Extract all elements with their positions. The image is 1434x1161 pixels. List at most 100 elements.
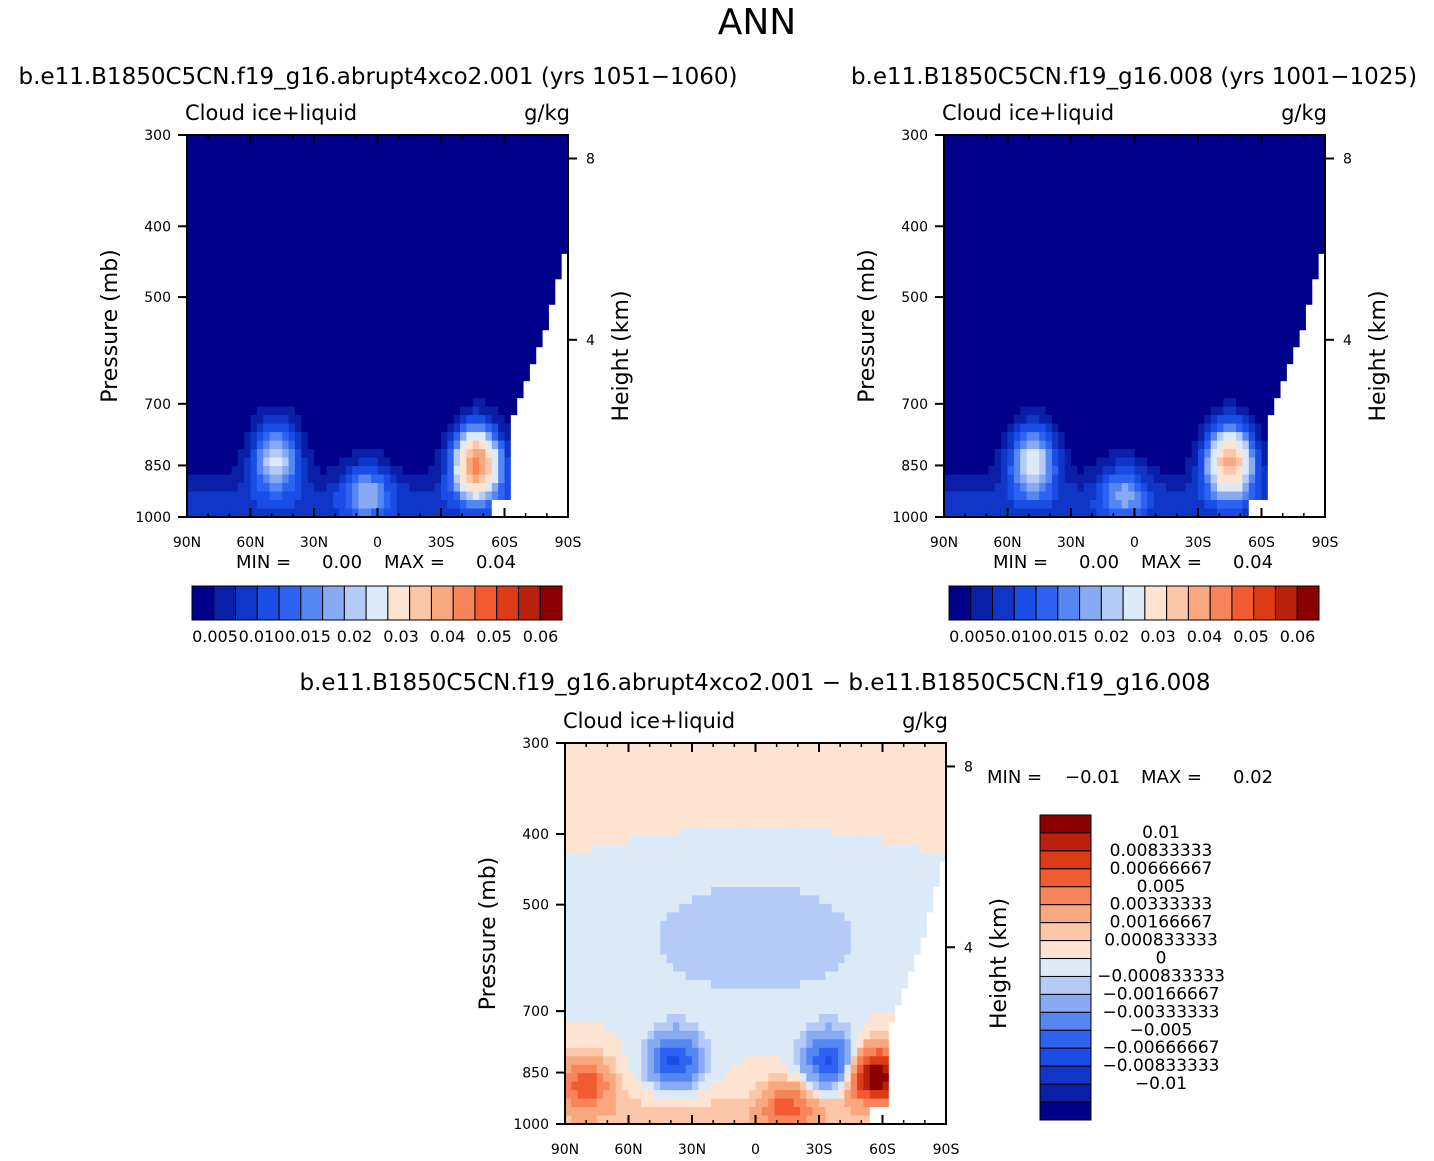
field-cell — [1229, 177, 1237, 187]
field-cell — [212, 313, 220, 323]
field-cell — [1242, 483, 1250, 493]
field-cell — [1191, 398, 1199, 408]
field-cell — [415, 415, 423, 425]
field-cell — [269, 135, 277, 145]
field-cell — [1096, 304, 1104, 314]
field-cell — [485, 415, 493, 425]
field-cell — [491, 330, 499, 340]
field-cell — [415, 372, 423, 382]
field-cell — [1217, 372, 1224, 382]
field-cell — [263, 219, 271, 229]
field-cell — [1178, 347, 1186, 357]
field-cell — [206, 219, 213, 229]
field-cell — [263, 508, 271, 518]
max-value: 0.04 — [476, 552, 516, 573]
field-cell — [333, 219, 340, 229]
field-cell — [1071, 313, 1078, 323]
field-cell — [1166, 160, 1174, 170]
field-cell — [542, 330, 550, 340]
field-cell — [1236, 236, 1244, 246]
field-cell — [288, 440, 296, 450]
field-cell — [333, 245, 340, 255]
field-cell — [1128, 135, 1136, 145]
field-cell — [364, 406, 372, 416]
field-cell — [1140, 135, 1148, 145]
field-cell — [1058, 406, 1066, 416]
field-cell — [275, 466, 283, 476]
field-cell — [1032, 287, 1040, 297]
field-cell — [963, 151, 970, 162]
field-cell — [1013, 364, 1021, 374]
field-cell — [1020, 381, 1028, 391]
field-cell — [517, 185, 525, 196]
field-cell — [231, 236, 239, 246]
field-cell — [1140, 406, 1148, 416]
field-cell — [402, 440, 410, 450]
field-cell — [314, 151, 321, 162]
field-cell — [339, 143, 347, 153]
field-cell — [1185, 483, 1193, 493]
field-cell — [460, 372, 467, 382]
field-cell — [358, 236, 366, 246]
field-cell — [1191, 270, 1199, 280]
field-cell — [1159, 279, 1167, 289]
field-cell — [237, 398, 245, 408]
field-cell — [409, 296, 417, 306]
field-cell — [1102, 262, 1110, 272]
field-cell — [1204, 338, 1212, 348]
field-cell — [504, 253, 512, 263]
field-cell — [944, 347, 951, 357]
field-cell — [1071, 398, 1078, 408]
field-cell — [237, 321, 245, 331]
field-cell — [1121, 151, 1129, 162]
field-cell — [1210, 372, 1218, 382]
field-cell — [428, 228, 436, 238]
field-cell — [1210, 135, 1218, 145]
field-cell — [1064, 381, 1072, 391]
field-cell — [1191, 304, 1199, 314]
field-cell — [1121, 355, 1129, 365]
field-cell — [1191, 423, 1199, 433]
field-cell — [187, 236, 194, 246]
field-cell — [199, 270, 207, 280]
field-cell — [218, 457, 226, 467]
field-cell — [542, 355, 550, 365]
field-cell — [1223, 135, 1231, 145]
field-cell — [294, 338, 302, 348]
field-cell — [466, 185, 474, 196]
field-cell — [225, 398, 233, 408]
field-cell — [225, 253, 233, 263]
field-cell — [479, 287, 487, 297]
field-cell — [1039, 177, 1047, 187]
field-cell — [314, 406, 321, 416]
field-cell — [1229, 160, 1237, 170]
field-cell — [548, 508, 556, 518]
field-cell — [383, 135, 391, 145]
field-cell — [1115, 219, 1123, 229]
field-cell — [275, 381, 283, 391]
field-cell — [415, 160, 423, 170]
field-cell — [1217, 364, 1224, 374]
colorbar-swatch — [539, 585, 563, 621]
field-cell — [548, 151, 556, 162]
field-cell — [447, 168, 455, 179]
field-cell — [269, 330, 277, 340]
field-cell — [510, 296, 518, 306]
field-cell — [263, 177, 271, 187]
field-cell — [1020, 313, 1028, 323]
field-cell — [434, 135, 442, 145]
field-cell — [1166, 211, 1174, 221]
field-cell — [1128, 287, 1136, 297]
field-cell — [421, 143, 429, 153]
field-cell — [1198, 364, 1205, 374]
field-cell — [441, 270, 448, 280]
field-cell — [491, 219, 499, 229]
field-cell — [523, 194, 531, 204]
field-cell — [237, 135, 245, 145]
field-cell — [1083, 466, 1091, 476]
field-cell — [517, 500, 525, 510]
field-cell — [231, 168, 239, 179]
field-cell — [307, 440, 315, 450]
field-cell — [466, 160, 474, 170]
field-cell — [950, 296, 958, 306]
